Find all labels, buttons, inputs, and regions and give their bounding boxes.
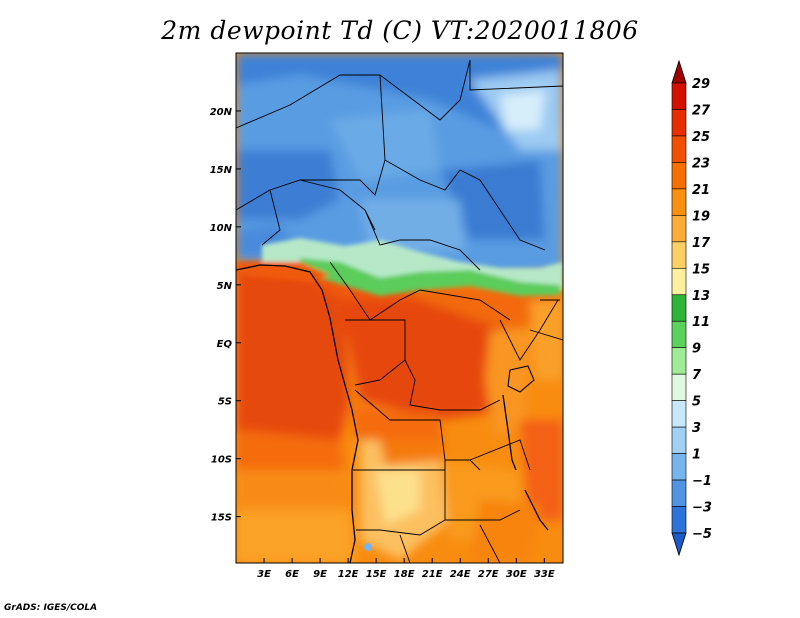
colorbar-swatch	[671, 241, 687, 269]
colorbar-swatch	[671, 426, 687, 454]
colorbar-swatch	[671, 347, 687, 375]
lon-tick-label: 30E	[506, 569, 527, 580]
lon-tick-label: 21E	[422, 569, 443, 580]
lat-tick-label: 15S	[211, 513, 232, 524]
colorbar-label: −1	[692, 474, 712, 489]
lat-tick-label: EQ	[217, 339, 233, 350]
lon-tick-label: 12E	[338, 569, 359, 580]
colorbar-label: 17	[692, 236, 711, 251]
colorbar-swatch	[671, 162, 687, 190]
colorbar-label: 1	[692, 448, 701, 463]
colorbar-swatch	[671, 479, 687, 507]
lat-tick-label: 10N	[210, 223, 233, 234]
colorbar-label: 3	[692, 421, 701, 436]
colorbar-swatch	[671, 188, 687, 216]
colorbar: 29 27 25 23 21 19 17 15 13 11 9 7 5 3 1 −1 −3 −5	[671, 59, 712, 557]
lon-tick-label: 33E	[534, 569, 555, 580]
latitude-axis: 20N 15N 10N 5N EQ 5S 10S 15S	[210, 107, 241, 524]
lat-tick-label: 5S	[218, 397, 232, 408]
colorbar-swatch	[671, 109, 687, 137]
lon-tick-label: 6E	[285, 569, 299, 580]
colorbar-swatch	[671, 453, 687, 481]
dewpoint-field	[236, 53, 563, 563]
colorbar-label: 23	[692, 156, 710, 171]
colorbar-swatch	[671, 400, 687, 428]
lon-tick-label: 9E	[313, 569, 327, 580]
colorbar-swatch	[671, 320, 687, 349]
colorbar-label: 29	[692, 77, 710, 92]
colorbar-swatch	[671, 294, 687, 322]
colorbar-swatch	[671, 82, 687, 110]
lon-tick-label: 15E	[366, 569, 387, 580]
credit-text: GrADS: IGES/COLA	[4, 603, 98, 613]
longitude-axis: 3E 6E 9E 12E 15E 18E 21E 24E 27E 30E 33E	[257, 558, 555, 580]
colorbar-swatch	[671, 215, 687, 243]
colorbar-label: 19	[692, 209, 710, 224]
lon-tick-label: 27E	[478, 569, 499, 580]
colorbar-top-arrow	[671, 59, 687, 84]
lon-tick-label: 24E	[450, 569, 471, 580]
map-frame	[235, 52, 564, 564]
colorbar-swatch	[671, 267, 687, 296]
lon-tick-label: 3E	[257, 569, 271, 580]
colorbar-swatch	[671, 135, 687, 163]
lat-tick-label: 20N	[210, 107, 233, 118]
colorbar-label: 11	[692, 315, 710, 330]
colorbar-label: 13	[692, 289, 710, 304]
colorbar-label: 9	[692, 342, 701, 357]
colorbar-label: 21	[692, 183, 710, 198]
colorbar-label: −5	[692, 527, 712, 542]
lat-tick-label: 15N	[210, 165, 233, 176]
lon-tick-label: 18E	[394, 569, 415, 580]
colorbar-label: 15	[692, 262, 710, 277]
lat-tick-label: 10S	[211, 455, 232, 466]
lat-tick-label: 5N	[217, 281, 233, 292]
colorbar-label: 7	[692, 368, 702, 383]
colorbar-label: 5	[692, 395, 701, 410]
colorbar-label: −3	[692, 501, 712, 516]
chart-title: 2m dewpoint Td (C) VT:2020011806	[161, 16, 639, 45]
colorbar-swatch	[671, 506, 687, 534]
colorbar-label: 25	[692, 130, 710, 145]
colorbar-swatch	[671, 373, 687, 401]
colorbar-label: 27	[692, 103, 711, 118]
colorbar-bottom-arrow	[671, 532, 687, 557]
